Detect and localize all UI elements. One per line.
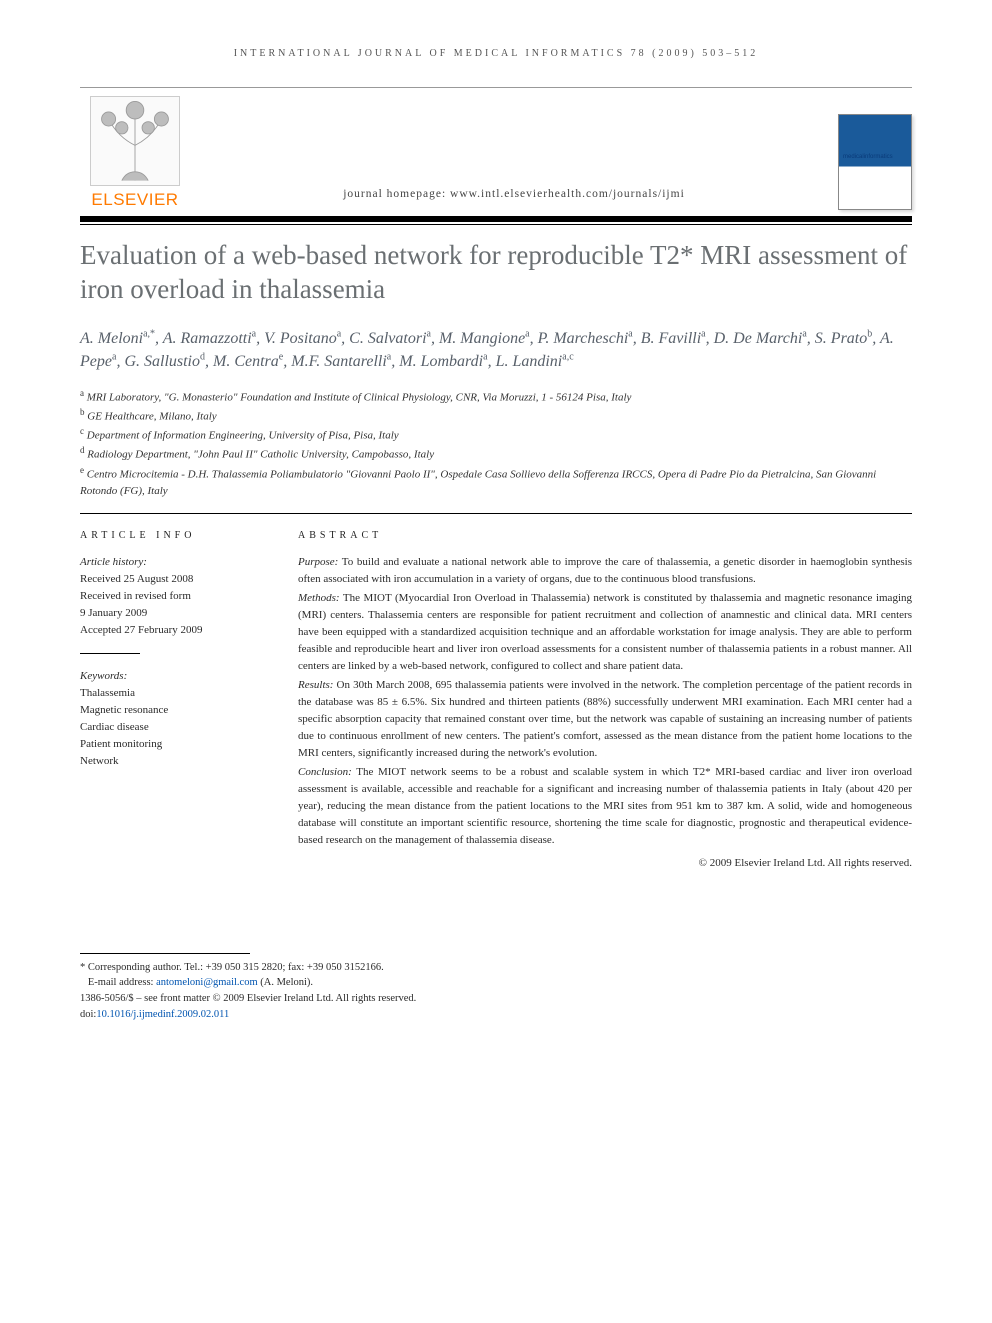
doi-link[interactable]: 10.1016/j.ijmedinf.2009.02.011 <box>96 1009 229 1020</box>
doi-label: doi: <box>80 1009 96 1020</box>
keyword-line: Cardiac disease <box>80 719 270 736</box>
history-line: Accepted 27 February 2009 <box>80 622 270 639</box>
history-line: 9 January 2009 <box>80 605 270 622</box>
affiliation-line: d Radiology Department, "John Paul II" C… <box>80 444 912 463</box>
keywords-head: Keywords: <box>80 668 270 685</box>
affiliation-line: c Department of Information Engineering,… <box>80 425 912 444</box>
info-abstract-row: ARTICLE INFO Article history: Received 2… <box>80 528 912 872</box>
short-rule <box>80 653 140 654</box>
abstract-paragraph: Conclusion: The MIOT network seems to be… <box>298 764 912 849</box>
title-rule-thick <box>80 216 912 225</box>
history-head: Article history: <box>80 554 270 571</box>
affiliation-line: a MRI Laboratory, "G. Monasterio" Founda… <box>80 387 912 406</box>
article-info-column: ARTICLE INFO Article history: Received 2… <box>80 528 270 872</box>
email-tail: (A. Meloni). <box>258 977 313 988</box>
issn-line: 1386-5056/$ – see front matter © 2009 El… <box>80 991 912 1007</box>
abstract-head: ABSTRACT <box>298 528 912 544</box>
publisher-logo-block: ELSEVIER <box>80 96 190 210</box>
section-divider <box>80 513 912 514</box>
abstract-runin: Results: <box>298 679 333 691</box>
journal-homepage: journal homepage: www.intl.elsevierhealt… <box>190 188 838 210</box>
journal-cover-title: medicalinformatics <box>843 154 907 160</box>
keyword-line: Patient monitoring <box>80 736 270 753</box>
affiliation-line: b GE Healthcare, Milano, Italy <box>80 406 912 425</box>
keyword-line: Network <box>80 753 270 770</box>
abstract-paragraph: Purpose: To build and evaluate a nationa… <box>298 554 912 588</box>
elsevier-tree-icon <box>90 96 180 186</box>
doi-line: doi:10.1016/j.ijmedinf.2009.02.011 <box>80 1007 912 1023</box>
abstract-copyright: © 2009 Elsevier Ireland Ltd. All rights … <box>298 855 912 872</box>
article-title: Evaluation of a web-based network for re… <box>80 239 912 307</box>
journal-cover-thumbnail: medicalinformatics <box>838 114 912 210</box>
email-label: E-mail address: <box>88 977 156 988</box>
affiliation-line: e Centro Microcitemia - D.H. Thalassemia… <box>80 464 912 500</box>
history-line: Received 25 August 2008 <box>80 571 270 588</box>
email-line: E-mail address: antomeloni@gmail.com (A.… <box>80 975 912 991</box>
author-list: A. Melonia,*, A. Ramazzottia, V. Positan… <box>80 327 912 373</box>
abstract-column: ABSTRACT Purpose: To build and evaluate … <box>298 528 912 872</box>
publisher-wordmark: ELSEVIER <box>91 190 178 210</box>
keyword-line: Magnetic resonance <box>80 702 270 719</box>
history-line: Received in revised form <box>80 588 270 605</box>
abstract-runin: Methods: <box>298 592 340 604</box>
abstract-runin: Purpose: <box>298 556 338 568</box>
abstract-runin: Conclusion: <box>298 766 352 778</box>
keyword-line: Thalassemia <box>80 685 270 702</box>
footnotes: * Corresponding author. Tel.: +39 050 31… <box>80 960 912 1023</box>
affiliations: a MRI Laboratory, "G. Monasterio" Founda… <box>80 387 912 499</box>
corresponding-author-line: * Corresponding author. Tel.: +39 050 31… <box>80 960 912 976</box>
abstract-paragraph: Methods: The MIOT (Myocardial Iron Overl… <box>298 590 912 675</box>
running-header: INTERNATIONAL JOURNAL OF MEDICAL INFORMA… <box>80 48 912 59</box>
article-info-head: ARTICLE INFO <box>80 528 270 544</box>
abstract-paragraph: Results: On 30th March 2008, 695 thalass… <box>298 677 912 762</box>
masthead: ELSEVIER journal homepage: www.intl.else… <box>80 87 912 210</box>
footnote-rule <box>80 953 250 954</box>
email-link[interactable]: antomeloni@gmail.com <box>156 977 258 988</box>
